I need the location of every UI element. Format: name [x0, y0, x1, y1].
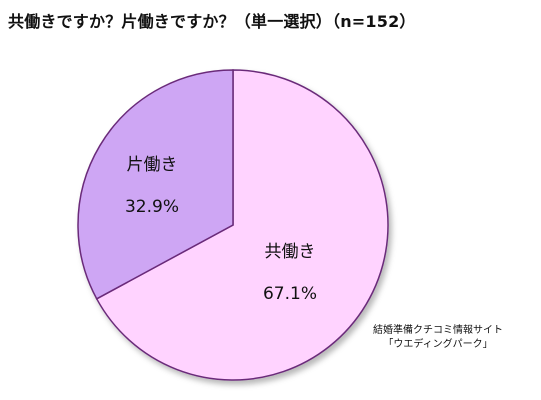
- source-line-2: 「ウエディングパーク」: [383, 339, 493, 350]
- source-line-1: 結婚準備クチコミ情報サイト: [373, 325, 503, 336]
- pie-labels: 共働き 67.1% 片働き 32.9%: [125, 155, 317, 304]
- source-credit: 結婚準備クチコミ情報サイト 「ウエディングパーク」: [348, 324, 528, 352]
- pie-slices: [77, 69, 389, 381]
- slice-value-1: 67.1%: [263, 284, 317, 304]
- slice-value-2: 32.9%: [125, 197, 179, 217]
- pie-slice-1: [95, 69, 389, 381]
- chart-title: 共働きですか？片働きですか？（単一選択）（n=152）: [8, 12, 416, 31]
- pie-slice-2: [77, 69, 234, 300]
- slice-label-1: 共働き: [265, 242, 316, 262]
- slice-label-2: 片働き: [127, 155, 178, 175]
